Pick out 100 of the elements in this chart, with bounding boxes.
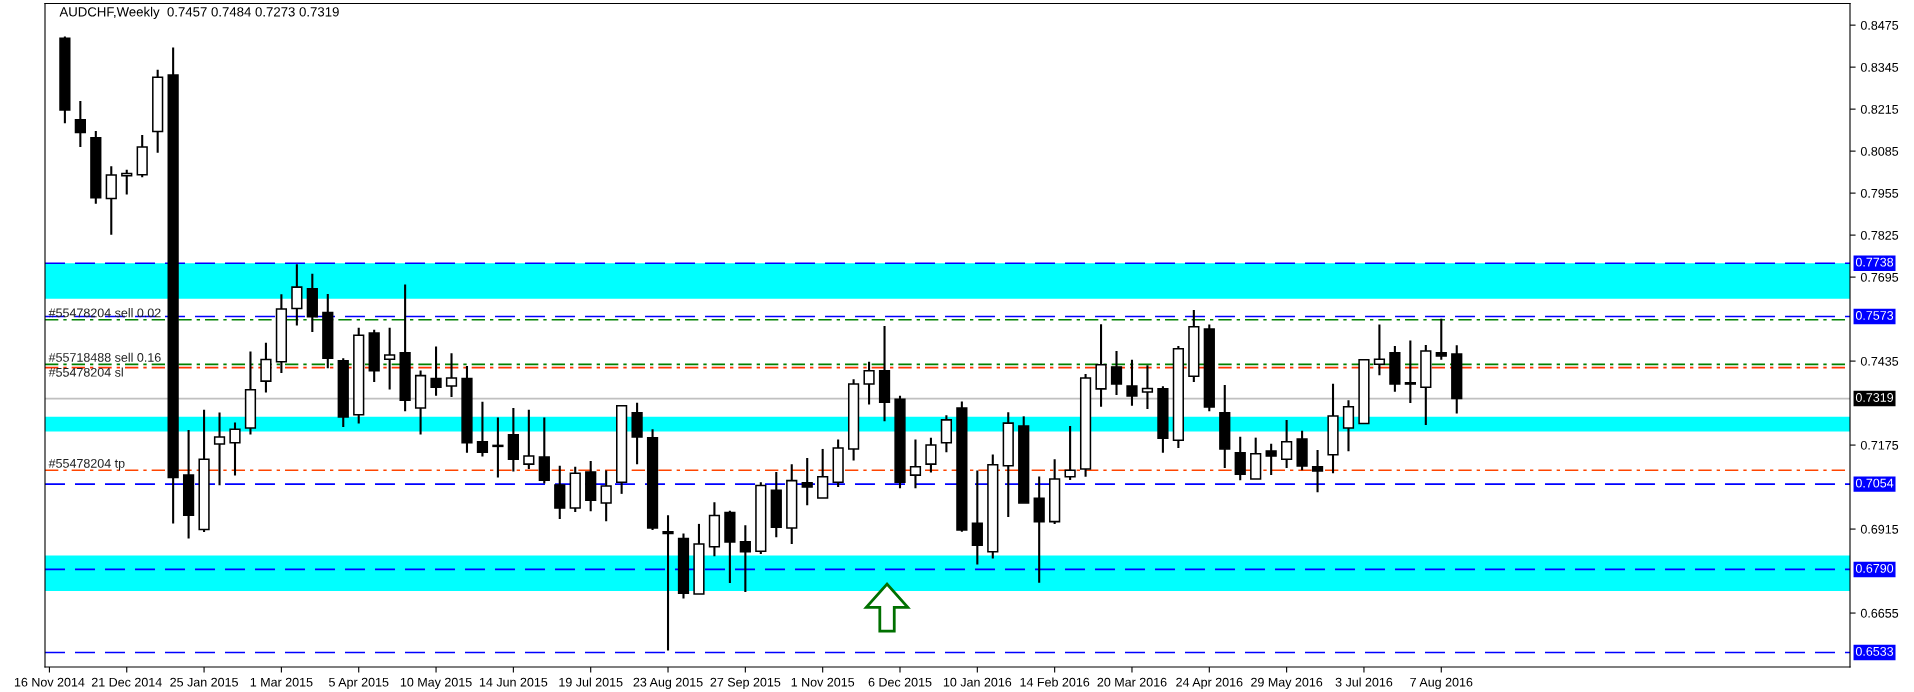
candlestick <box>59 35 71 125</box>
candlestick <box>1033 475 1045 584</box>
candlestick <box>956 400 968 533</box>
candlestick <box>461 364 473 454</box>
candlestick <box>90 130 102 205</box>
y-tick-label: 0.7435 <box>1860 356 1899 366</box>
candlestick <box>1141 364 1154 410</box>
x-tick-label: 10 Jan 2016 <box>943 677 1012 687</box>
candlestick <box>105 165 117 236</box>
candlestick <box>878 324 891 423</box>
candlestick <box>1172 344 1184 450</box>
candlestick <box>213 411 226 487</box>
y-tick-label: 0.7825 <box>1860 230 1899 240</box>
y-tick-label: 0.7955 <box>1860 188 1899 198</box>
candlestick <box>275 293 288 375</box>
chart-title: AUDCHF,Weekly 0.7457 0.7484 0.7273 0.7319 <box>59 6 339 20</box>
candlestick <box>476 400 489 458</box>
candlestick <box>1126 358 1138 407</box>
x-tick-label: 5 Apr 2015 <box>328 677 389 690</box>
candlestick <box>538 416 550 485</box>
candlestick <box>1435 317 1447 361</box>
candlestick <box>1188 309 1200 384</box>
candlestick <box>677 532 690 600</box>
candlestick <box>708 501 721 558</box>
candlestick <box>940 414 953 454</box>
candlestick <box>244 350 257 436</box>
candlestick <box>1049 458 1061 525</box>
candlestick <box>1389 344 1401 393</box>
candlestick <box>1110 350 1123 397</box>
candlestick <box>1095 323 1107 408</box>
candlestick <box>291 263 303 327</box>
candlestick <box>229 421 241 477</box>
candlestick <box>724 509 736 585</box>
candlestick <box>1327 382 1339 475</box>
candlestick <box>1296 429 1308 472</box>
x-tick-label: 1 Nov 2015 <box>791 677 855 687</box>
candlestick <box>368 328 380 384</box>
candlestick <box>739 524 751 594</box>
candlestick <box>1064 424 1076 482</box>
x-tick-label: 1 Mar 2015 <box>250 677 313 687</box>
candlestick <box>384 326 396 391</box>
candlestick <box>1002 411 1014 519</box>
candlestick <box>801 456 813 507</box>
candlestick <box>152 68 164 154</box>
ref-line-label: 0.6533 <box>1855 646 1894 656</box>
y-tick-label: 0.7695 <box>1860 272 1899 282</box>
candlestick <box>337 357 349 429</box>
ref-line-label: #55718488 sell 0.16 <box>48 352 161 362</box>
ref-line-label: #55478204 tp <box>48 458 125 471</box>
candlestick <box>1404 339 1416 405</box>
ref-line-label: 0.7573 <box>1855 311 1894 320</box>
candlestick <box>74 100 86 148</box>
candlestick <box>1420 343 1432 427</box>
candlestick <box>646 428 659 532</box>
x-tick-label: 7 Aug 2016 <box>1410 677 1473 690</box>
candlestick <box>1373 323 1386 377</box>
candlestick <box>507 406 519 473</box>
x-tick-label: 25 Jan 2015 <box>170 677 238 687</box>
candlestick <box>1219 383 1231 470</box>
x-tick-label: 23 Aug 2015 <box>633 677 703 690</box>
candlestick <box>167 46 179 525</box>
candlestick <box>554 464 566 521</box>
ref-line-label: #55478204 sl <box>48 367 123 377</box>
x-tick-label: 6 Dec 2015 <box>868 677 932 687</box>
candlestick <box>693 522 705 595</box>
x-tick-label: 10 May 2015 <box>400 677 472 690</box>
candlestick <box>832 438 844 489</box>
candlestick <box>399 283 411 413</box>
candlestick <box>1018 415 1030 504</box>
candlestick <box>847 378 860 462</box>
y-tick-label: 0.8475 <box>1860 20 1899 30</box>
candlestick <box>894 394 906 490</box>
candlestick <box>755 481 767 555</box>
candlestick <box>1079 372 1092 478</box>
candlestick <box>1451 344 1463 415</box>
candlestick <box>786 463 798 545</box>
candlestick <box>909 438 922 490</box>
candlestick <box>414 369 427 436</box>
y-tick-label: 0.6915 <box>1860 524 1899 534</box>
ref-line-label: #55478204 sell 0.02 <box>48 308 161 318</box>
candlestick <box>770 470 782 539</box>
candlestick <box>971 469 983 566</box>
candlestick <box>306 272 318 334</box>
candlestick <box>863 360 875 406</box>
x-tick-label: 21 Dec 2014 <box>91 677 162 687</box>
x-tick-label: 3 Jul 2016 <box>1335 677 1393 687</box>
candlestick <box>925 436 937 474</box>
candlestick <box>817 447 829 499</box>
x-tick-label: 27 Sep 2015 <box>710 677 781 690</box>
x-tick-label: 24 Apr 2016 <box>1176 677 1243 690</box>
candlestick <box>1250 436 1262 480</box>
candlestick <box>569 465 581 513</box>
candlestick <box>1234 435 1246 482</box>
y-tick-label: 0.8345 <box>1860 62 1899 72</box>
candlestick <box>1342 399 1355 453</box>
x-tick-label: 14 Feb 2016 <box>1020 677 1090 687</box>
x-tick-label: 20 Mar 2016 <box>1097 677 1167 687</box>
candlestick <box>260 341 272 394</box>
candlestick <box>987 453 999 560</box>
candlestick <box>631 401 643 466</box>
